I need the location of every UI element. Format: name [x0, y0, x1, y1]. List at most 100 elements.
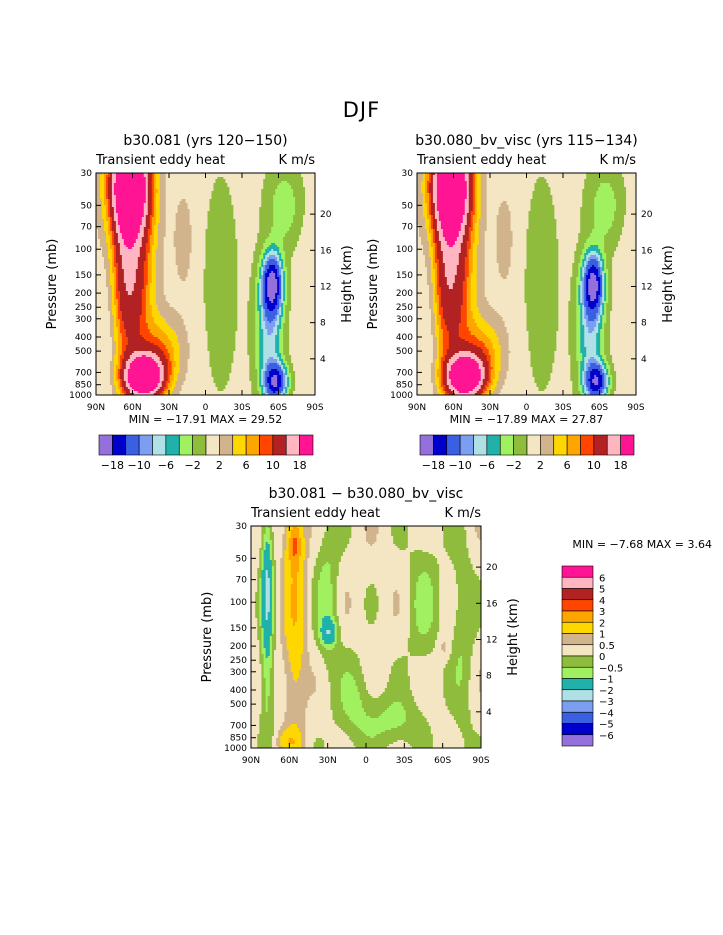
panel-1-colorbar-label: −10 [128, 459, 151, 472]
panel-1-min-max: MIN = −17.91 MAX = 29.52 [129, 413, 283, 426]
panel-2-y-tick-label: 250 [396, 303, 413, 313]
panel-2-y-tick-label: 700 [396, 368, 413, 378]
panel-3-colorbar-swatch [561, 678, 594, 691]
panel-2-y-tick-label: 500 [396, 347, 413, 357]
panel-3-x-tick-label: 90N [242, 756, 260, 766]
panel-2-x-tick-label: 30N [481, 403, 499, 413]
panel-3-colorbar-swatch [561, 700, 594, 713]
panel-2-y-tick-label: 400 [396, 333, 413, 343]
panel-2-colorbar-swatch [419, 434, 434, 456]
panel-3-colorbar-swatch [561, 588, 594, 601]
panel-3-colorbar-label: 0 [599, 652, 605, 663]
panel-1-colorbar-swatch [219, 434, 234, 456]
panel-1-y-tick-label: 850 [75, 381, 92, 391]
panel-2-y-tick-label: 100 [396, 245, 413, 255]
panel-3-colorbar-label: −2 [599, 686, 614, 697]
panel-3-colorbar-label: 0.5 [599, 641, 615, 652]
panel-3-colorbar-label: 6 [599, 573, 605, 584]
panel-3-colorbar-swatch [561, 621, 594, 634]
panel-3-colorbar-swatch [561, 655, 594, 668]
panel-1-colorbar-swatch [205, 434, 220, 456]
panel-2-x-tick-label: 0 [524, 403, 530, 413]
panel-3-x-tick-label: 30S [396, 756, 413, 766]
panel-3-y-tick-label: 400 [230, 686, 247, 696]
panel-1-y-right-tick-label: 8 [320, 319, 326, 329]
panel-1-colorbar-label: −2 [185, 459, 201, 472]
panel-3-y-axis-right-label: Height (km) [506, 598, 521, 675]
panel-3-contour-fill [251, 526, 482, 749]
panel-2-colorbar-swatch [593, 434, 608, 456]
panel-2-colorbar-swatch [540, 434, 555, 456]
panel-1-y-axis-right-label: Height (km) [340, 245, 355, 322]
panel-3-colorbar-swatch [561, 644, 594, 657]
panel-3-y-tick-label: 200 [230, 642, 247, 652]
panel-3-colorbar-swatch [561, 666, 594, 679]
panel-3-y-tick-label: 500 [230, 700, 247, 710]
panel-1-y-tick-label: 30 [81, 169, 93, 179]
panel-2-y-tick-label: 850 [396, 381, 413, 391]
panel-3-y-axis-label: Pressure (mb) [200, 592, 215, 683]
panel-1-x-tick-label: 30S [233, 403, 250, 413]
panel-1-title: b30.081 (yrs 120−150) [123, 133, 287, 149]
panel-3-x-tick-label: 0 [363, 756, 369, 766]
panel-1-contour-fill [96, 173, 316, 396]
panel-2-colorbar-swatch [526, 434, 541, 456]
panel-3-y-right-tick-label: 20 [486, 563, 498, 573]
panel-3-y-tick-label: 70 [236, 576, 248, 586]
panel-1-colorbar-swatch [178, 434, 193, 456]
panel-3-x-tick-label: 90S [472, 756, 489, 766]
panel-1-x-tick-label: 0 [203, 403, 209, 413]
panel-2-colorbar-swatch [580, 434, 595, 456]
panel-3-y-right-tick-label: 4 [486, 708, 492, 718]
panel-2-colorbar-swatch [446, 434, 461, 456]
panel-2-y-right-tick-label: 20 [641, 210, 653, 220]
panel-3-colorbar-label: −5 [599, 720, 614, 731]
panel-2-y-right-tick-label: 4 [641, 355, 647, 365]
panel-2-subtitle-right: K m/s [600, 153, 637, 168]
panel-2-x-tick-label: 60S [591, 403, 608, 413]
panel-3-colorbar-swatch [561, 734, 594, 747]
panel-1-y-tick-label: 400 [75, 333, 92, 343]
panel-3-subtitle-right: K m/s [445, 506, 482, 521]
panel-3-x-tick-label: 60S [434, 756, 451, 766]
panel-3-colorbar-swatch [561, 576, 594, 589]
panel-1-colorbar-swatch [165, 434, 180, 456]
panel-3-min-max: MIN = −7.68 MAX = 3.64 [572, 538, 712, 551]
panel-3-colorbar-label: −0.5 [599, 663, 623, 674]
panel-2-x-tick-label: 30S [554, 403, 571, 413]
panel-2-y-tick-label: 70 [402, 223, 414, 233]
panel-3-y-tick-label: 100 [230, 598, 247, 608]
panel-2-min-max: MIN = −17.89 MAX = 27.87 [450, 413, 604, 426]
panel-1-y-tick-label: 700 [75, 368, 92, 378]
panel-2-y-axis-label: Pressure (mb) [366, 239, 381, 330]
panel-2-colorbar-swatch [606, 434, 621, 456]
panel-2-colorbar-swatch [566, 434, 581, 456]
panel-1-y-tick-label: 250 [75, 303, 92, 313]
panel-1-y-tick-label: 200 [75, 289, 92, 299]
panel-2-y-axis-right-label: Height (km) [661, 245, 676, 322]
panel-3-y-tick-label: 50 [236, 554, 248, 564]
panel-3-colorbar-swatch [561, 565, 594, 578]
panel-1-y-tick-label: 300 [75, 315, 92, 325]
panel-2-y-right-tick-label: 16 [641, 246, 653, 256]
panel-2-y-right-tick-label: 8 [641, 319, 647, 329]
panel-3-colorbar-label: −4 [599, 708, 614, 719]
panel-1-subtitle-right: K m/s [279, 153, 316, 168]
panel-3-y-right-tick-label: 12 [486, 635, 497, 645]
panel-1-colorbar-label: −18 [101, 459, 124, 472]
panel-1-colorbar-swatch [125, 434, 140, 456]
panel-1-x-tick-label: 60N [123, 403, 141, 413]
panel-3-colorbar-swatch [561, 723, 594, 736]
panel-1-y-right-tick-label: 12 [320, 282, 331, 292]
panel-2-x-tick-label: 60N [444, 403, 462, 413]
panel-1-x-tick-label: 30N [160, 403, 178, 413]
panel-3-colorbar-swatch [561, 633, 594, 646]
panel-1-y-tick-label: 500 [75, 347, 92, 357]
panel-1-y-tick-label: 100 [75, 245, 92, 255]
panel-2-subtitle-left: Transient eddy heat [416, 153, 546, 168]
panel-1-colorbar-label: 10 [266, 459, 280, 472]
panel-2-y-tick-label: 1000 [390, 391, 413, 401]
panel-2-colorbar-label: 18 [614, 459, 628, 472]
panel-2-colorbar-swatch [433, 434, 448, 456]
